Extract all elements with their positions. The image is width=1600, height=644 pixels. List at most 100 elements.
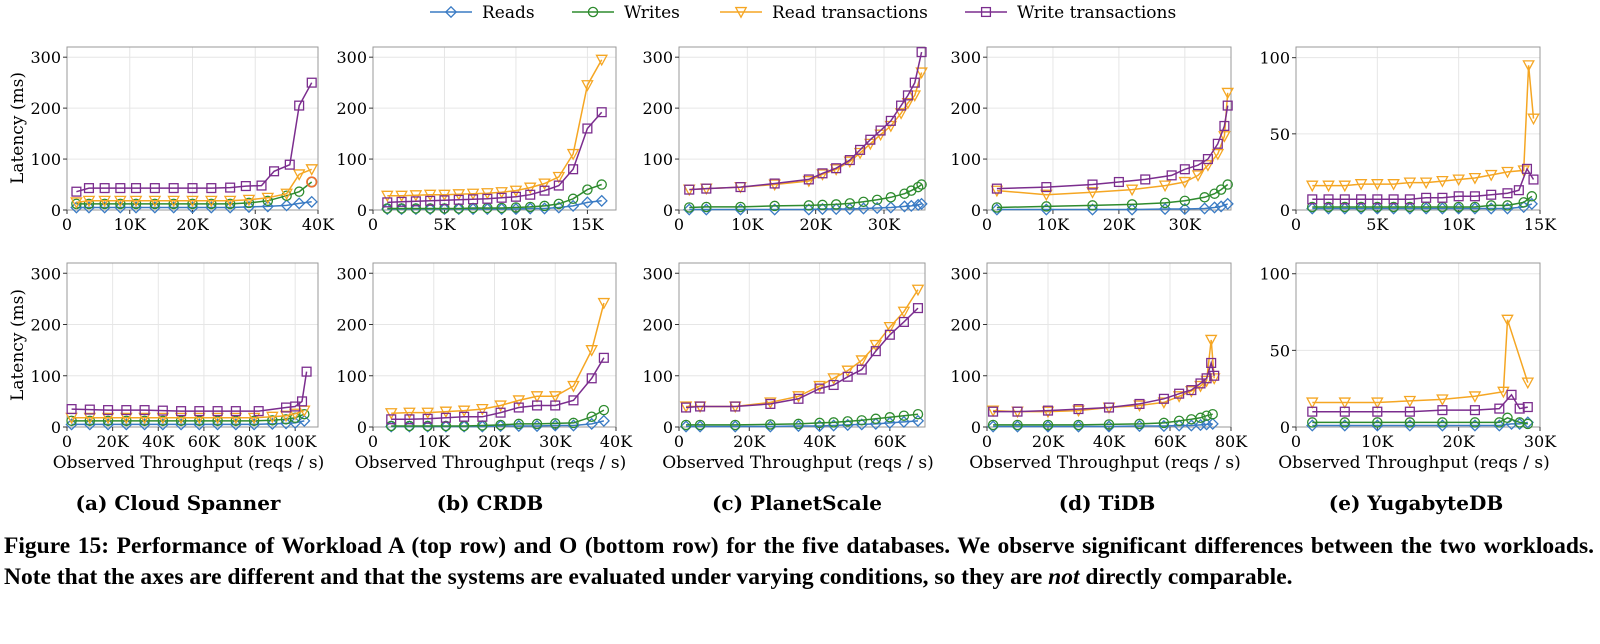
- legend-entry-writes: Writes: [572, 3, 680, 23]
- data-point: [581, 196, 594, 209]
- data-point: [550, 400, 561, 411]
- data-point: [911, 284, 925, 297]
- data-point: [813, 380, 826, 393]
- data-point: [114, 201, 127, 214]
- data-point: [909, 77, 920, 88]
- series-line: [1312, 416, 1528, 425]
- data-point: [684, 184, 695, 195]
- data-point: [395, 202, 408, 216]
- data-point: [82, 201, 96, 214]
- data-point: [1307, 406, 1318, 417]
- data-point: [597, 414, 610, 427]
- data-point: [211, 412, 224, 425]
- data-point: [243, 197, 255, 209]
- data-point: [168, 198, 179, 210]
- data-point: [827, 419, 840, 432]
- data-point: [225, 182, 236, 193]
- data-point: [70, 201, 83, 214]
- data-point: [1222, 179, 1233, 190]
- data-point: [403, 420, 416, 433]
- data-point: [768, 179, 781, 192]
- data-point: [842, 371, 853, 382]
- data-point: [129, 201, 143, 214]
- y-tick-label: 200: [336, 99, 367, 118]
- data-point: [1219, 120, 1230, 132]
- data-point: [99, 183, 110, 194]
- data-point: [176, 406, 187, 417]
- data-point: [382, 203, 393, 214]
- data-point: [553, 180, 564, 191]
- data-point: [211, 418, 224, 431]
- data-point: [595, 54, 608, 67]
- panel-r1-c3: 0 10K 20K 30K 0 100 200 300: [642, 46, 928, 234]
- data-point: [1158, 180, 1172, 193]
- x-tick-label: 20K: [1103, 215, 1136, 234]
- x-tick-label: 40K: [142, 432, 175, 451]
- data-point: [422, 420, 433, 432]
- x-tick-label: 60K: [874, 432, 907, 451]
- data-point: [1484, 169, 1498, 182]
- data-point: [523, 182, 537, 195]
- data-point: [1214, 200, 1228, 213]
- data-point: [1453, 201, 1464, 213]
- series-writes: [1307, 191, 1538, 213]
- data-point: [193, 412, 206, 425]
- data-point: [98, 201, 111, 214]
- series-write-transactions: [1307, 389, 1533, 417]
- data-point: [83, 418, 96, 431]
- data-point: [280, 188, 293, 201]
- series-writes: [680, 408, 924, 431]
- data-point: [70, 197, 83, 209]
- data-point: [65, 418, 78, 431]
- y-tick-label: 0: [357, 418, 367, 437]
- data-point: [267, 415, 278, 426]
- data-point: [1518, 197, 1529, 208]
- data-point: [828, 417, 839, 428]
- data-point: [1323, 201, 1334, 213]
- y-tick-label: 0: [663, 418, 673, 437]
- data-point: [1194, 418, 1207, 432]
- y-tick-label: 300: [336, 264, 367, 283]
- data-point: [148, 201, 161, 214]
- data-point: [1468, 172, 1482, 185]
- panel-r1-c1: 0 10K 20K 30K 40K 0 100 200 300: [30, 46, 335, 234]
- series-reads: [65, 414, 311, 431]
- x-tick-label: 40K: [1093, 432, 1126, 451]
- data-point: [1388, 201, 1399, 213]
- data-point: [735, 182, 746, 193]
- data-point: [298, 414, 311, 427]
- panel-r2-c2: 0 10K 20K 30K 40K 0 100 200 300 Observed Throughp…: [336, 262, 633, 473]
- data-point: [1404, 194, 1415, 205]
- data-point: [262, 195, 274, 207]
- series-writes: [66, 408, 310, 427]
- data-point: [66, 404, 77, 415]
- data-point: [512, 395, 526, 407]
- panel-r1-c5: 0 5K 10K 15K 0 50 100: [1259, 46, 1557, 234]
- data-point: [1404, 406, 1415, 417]
- data-point: [1497, 386, 1510, 399]
- series-read-transactions: [679, 284, 925, 414]
- data-point: [139, 415, 150, 427]
- data-point: [734, 203, 747, 216]
- data-point: [99, 198, 110, 210]
- panel-r1-c2: 0 5K 10K 15K 0 100 200 300: [336, 46, 617, 234]
- data-point: [912, 198, 925, 212]
- data-point: [409, 190, 423, 202]
- data-point: [1486, 189, 1497, 200]
- series-write-transactions: [382, 107, 607, 208]
- data-point: [567, 380, 580, 393]
- data-point: [481, 202, 494, 216]
- series-line: [76, 168, 312, 204]
- data-point: [1338, 180, 1352, 193]
- data-point: [395, 190, 408, 203]
- data-point: [496, 202, 507, 214]
- data-point: [1322, 180, 1335, 193]
- data-point: [884, 329, 895, 340]
- data-point: [424, 203, 436, 214]
- y-tick-label: 300: [950, 48, 981, 67]
- data-point: [425, 195, 436, 206]
- data-point: [1041, 201, 1052, 212]
- series-line: [387, 183, 602, 210]
- data-point: [1494, 403, 1505, 414]
- data-point: [1514, 403, 1525, 414]
